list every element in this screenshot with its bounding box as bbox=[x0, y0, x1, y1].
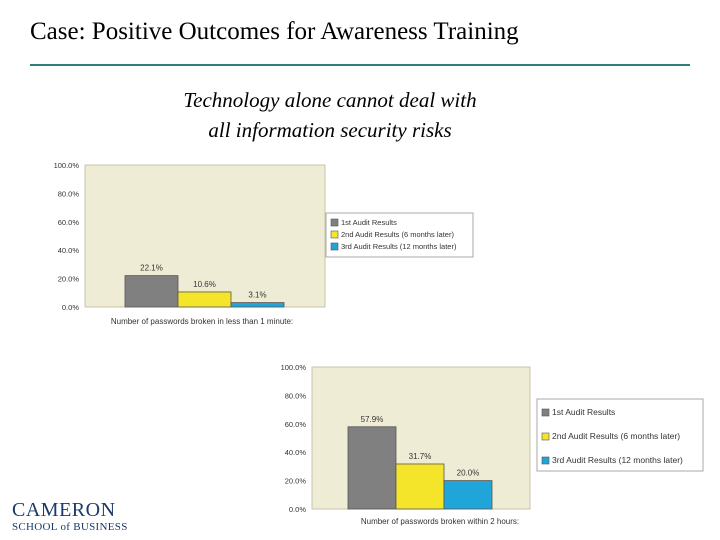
chart-under-1-minute: 100.0% 80.0% 60.0% 40.0% 20.0% 0.0% 22.1% 10.6%… bbox=[54, 161, 474, 326]
slide-title: Case: Positive Outcomes for Awareness Tr… bbox=[30, 18, 519, 45]
bar-value-label: 57.9% bbox=[361, 415, 384, 424]
bar-value-label: 10.6% bbox=[193, 280, 216, 289]
subtitle-line-2: all information security risks bbox=[208, 118, 452, 142]
y-tick-label: 20.0% bbox=[285, 477, 307, 486]
legend-swatch-3 bbox=[330, 242, 339, 251]
legend-box bbox=[325, 212, 474, 258]
y-tick-label: 0.0% bbox=[289, 505, 306, 514]
legend-swatch-2 bbox=[541, 432, 550, 441]
legend-label-2: 2nd Audit Results (6 months later) bbox=[552, 431, 680, 441]
logo-school: SCHOOL of BUSINESS bbox=[12, 521, 128, 533]
x-axis-label: Number of passwords broken within 2 hour… bbox=[361, 517, 519, 526]
bar-1 bbox=[347, 426, 397, 510]
bar-1 bbox=[124, 275, 179, 308]
logo-name: CAMERON bbox=[12, 499, 116, 521]
legend-swatch-1 bbox=[541, 408, 550, 417]
bar-value-label: 3.1% bbox=[248, 291, 266, 300]
legend-label-2: 2nd Audit Results (6 months later) bbox=[341, 230, 454, 239]
bar-2 bbox=[177, 291, 232, 308]
legend-label-3: 3rd Audit Results (12 months later) bbox=[341, 242, 457, 251]
y-tick-label: 40.0% bbox=[58, 246, 80, 255]
legend-box bbox=[536, 398, 704, 472]
y-tick-label: 80.0% bbox=[58, 189, 80, 198]
y-tick-label: 20.0% bbox=[58, 275, 80, 284]
cameron-logo: CAMERON SCHOOL of BUSINESS bbox=[12, 500, 128, 533]
chart-within-2-hours: 100.0% 80.0% 60.0% 40.0% 20.0% 0.0% 57.9% 31.7%… bbox=[281, 363, 704, 526]
y-tick-label: 80.0% bbox=[285, 391, 307, 400]
y-tick-label: 100.0% bbox=[281, 363, 307, 372]
title-divider bbox=[30, 64, 690, 66]
x-axis-label: Number of passwords broken in less than … bbox=[111, 317, 293, 326]
bar-2 bbox=[395, 463, 445, 510]
y-tick-label: 40.0% bbox=[285, 448, 307, 457]
legend-label-1: 1st Audit Results bbox=[341, 218, 397, 227]
y-tick-label: 60.0% bbox=[285, 420, 307, 429]
legend-swatch-1 bbox=[330, 218, 339, 227]
slide-subtitle: Technology alone cannot deal with all in… bbox=[120, 85, 540, 145]
bar-value-label: 22.1% bbox=[140, 264, 163, 273]
bar-value-label: 31.7% bbox=[409, 452, 432, 461]
bar-3 bbox=[443, 480, 493, 510]
bar-value-label: 20.0% bbox=[457, 469, 480, 478]
legend-swatch-3 bbox=[541, 456, 550, 465]
legend-label-3: 3rd Audit Results (12 months later) bbox=[552, 455, 683, 465]
bar-3 bbox=[230, 302, 285, 308]
subtitle-line-1: Technology alone cannot deal with bbox=[183, 88, 477, 112]
legend-label-1: 1st Audit Results bbox=[552, 407, 615, 417]
y-tick-label: 0.0% bbox=[62, 303, 79, 312]
y-tick-label: 60.0% bbox=[58, 218, 80, 227]
legend-swatch-2 bbox=[330, 230, 339, 239]
y-tick-label: 100.0% bbox=[54, 161, 80, 170]
